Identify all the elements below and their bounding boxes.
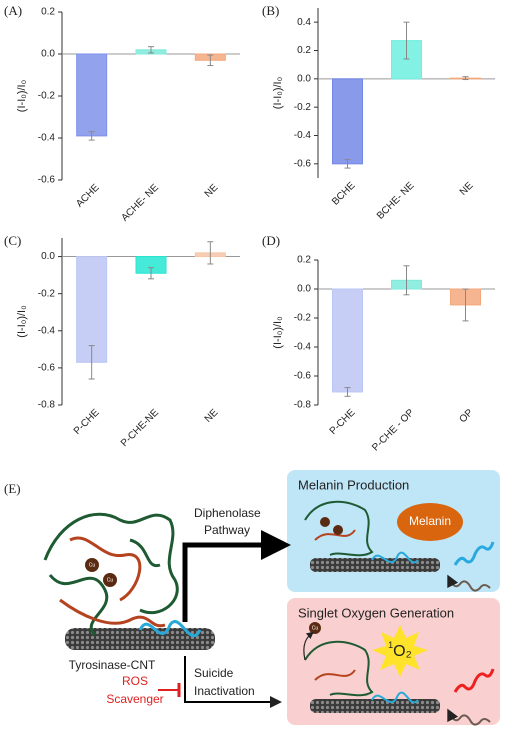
y-axis-label: (I-I₀)/I₀ bbox=[272, 316, 284, 348]
panel-label: (B) bbox=[262, 3, 279, 18]
complex-label: Tyrosinase-CNT bbox=[69, 658, 156, 672]
y-tick-label: -0.4 bbox=[38, 133, 56, 144]
chart: (A) (I-I₀)/I₀ -0.6 -0.4 -0.2 0.0 0.2 ACHE ACHE- … bbox=[4, 3, 240, 224]
y-axis-label: (I-I₀)/I₀ bbox=[16, 80, 28, 112]
protein bbox=[304, 500, 419, 564]
y-tick-label: -0.4 bbox=[294, 342, 312, 353]
x-tick-label: P-CHE - OP bbox=[370, 407, 417, 454]
bar bbox=[76, 53, 108, 137]
chart: (D) (I-I₀)/I₀ -0.8 -0.6 -0.4 -0.2 0.0 0.2 P-CHE P… bbox=[262, 233, 495, 454]
protein bbox=[304, 640, 419, 704]
y-tick-label: 0.2 bbox=[41, 7, 55, 18]
box-title: Melanin Production bbox=[298, 477, 409, 492]
wave bbox=[447, 574, 491, 592]
wave bbox=[453, 541, 495, 566]
chart: (C) (I-I₀)/I₀ -0.8 -0.6 -0.4 -0.2 0.0 P-CHE P-CH… bbox=[4, 233, 240, 449]
panel-label: (C) bbox=[4, 233, 21, 248]
inhibitor-label: ROS bbox=[122, 674, 148, 688]
melanin bbox=[397, 503, 463, 541]
protein bbox=[43, 512, 202, 638]
y-tick-label: -0.4 bbox=[294, 130, 312, 141]
nanotube bbox=[65, 628, 215, 650]
charts: (A) (I-I₀)/I₀ -0.6 -0.4 -0.2 0.0 0.2 ACHE ACHE- … bbox=[4, 3, 495, 454]
arrow-label: Diphenolase bbox=[194, 506, 261, 520]
box-title: Singlet Oxygen Generation bbox=[298, 605, 454, 620]
y-tick-label: 0.2 bbox=[297, 45, 311, 56]
x-tick-label: NE bbox=[458, 180, 476, 198]
x-tick-label: ACHE bbox=[74, 182, 102, 210]
panel-label: (D) bbox=[262, 233, 280, 248]
arrow-label: Inactivation bbox=[194, 684, 255, 698]
metal-label: Cu bbox=[312, 625, 319, 631]
y-tick-label: -0.2 bbox=[38, 288, 56, 299]
x-tick-label: ACHE- NE bbox=[119, 182, 161, 224]
y-tick-label: 0.4 bbox=[297, 17, 311, 28]
arrow-label: Pathway bbox=[204, 523, 250, 537]
metal-label: Cu bbox=[89, 562, 96, 568]
arrow bbox=[303, 631, 314, 661]
y-tick-label: -0.6 bbox=[38, 175, 56, 186]
bar bbox=[332, 288, 363, 393]
y-tick-label: 0.0 bbox=[41, 251, 55, 262]
arrow-label: Suicide bbox=[194, 666, 234, 680]
metal-label: Cu bbox=[107, 577, 114, 583]
y-tick-label: 0.0 bbox=[297, 73, 311, 84]
nanotube bbox=[310, 558, 440, 572]
product: O₂ bbox=[393, 643, 412, 660]
bar bbox=[76, 256, 108, 363]
x-tick-label: BCHE bbox=[330, 180, 358, 208]
wave bbox=[447, 708, 491, 726]
y-axis-label: (I-I₀)/I₀ bbox=[16, 305, 28, 337]
y-tick-label: -0.2 bbox=[38, 91, 56, 102]
y-tick-label: 0.2 bbox=[297, 255, 311, 266]
inhibitor-label: Scavenger bbox=[106, 692, 163, 706]
product-label: Melanin bbox=[409, 514, 451, 528]
y-tick-label: -0.8 bbox=[38, 400, 56, 411]
x-tick-label: NE bbox=[203, 407, 221, 425]
y-tick-label: -0.6 bbox=[294, 371, 312, 382]
x-tick-label: BCHE- NE bbox=[375, 180, 417, 222]
x-tick-label: P-CHE bbox=[328, 407, 358, 437]
wave bbox=[453, 668, 495, 693]
x-tick-label: OP bbox=[457, 407, 475, 425]
panel-label: (A) bbox=[4, 3, 22, 18]
bar bbox=[332, 78, 363, 165]
chart: (B) (I-I₀)/I₀ -0.6 -0.4 -0.2 0.0 0.2 0.4 BCHE BCH… bbox=[262, 3, 495, 222]
y-tick-label: -0.2 bbox=[294, 102, 312, 113]
y-tick-label: -0.2 bbox=[294, 313, 312, 324]
sun bbox=[372, 625, 428, 677]
y-axis-label: (I-I₀)/I₀ bbox=[272, 77, 284, 109]
y-tick-label: -0.4 bbox=[38, 325, 56, 336]
y-tick-label: -0.8 bbox=[294, 400, 312, 411]
x-tick-label: NE bbox=[203, 182, 221, 200]
superscript: 1 bbox=[388, 640, 393, 650]
y-tick-label: -0.6 bbox=[294, 158, 312, 169]
x-tick-label: P-CHE bbox=[72, 407, 102, 437]
y-tick-label: -0.6 bbox=[38, 363, 56, 374]
panel-label: (E) bbox=[4, 481, 21, 496]
y-tick-label: 0.0 bbox=[297, 284, 311, 295]
x-tick-label: P-CHE-NE bbox=[119, 407, 161, 449]
arrow bbox=[182, 530, 291, 622]
y-tick-label: 0.0 bbox=[41, 49, 55, 60]
diagram: (E) Melanin Production Singlet Oxygen Ge… bbox=[4, 470, 500, 726]
nanotube bbox=[310, 699, 440, 713]
product-label: 1O₂ bbox=[388, 640, 412, 660]
arrow bbox=[184, 656, 282, 708]
